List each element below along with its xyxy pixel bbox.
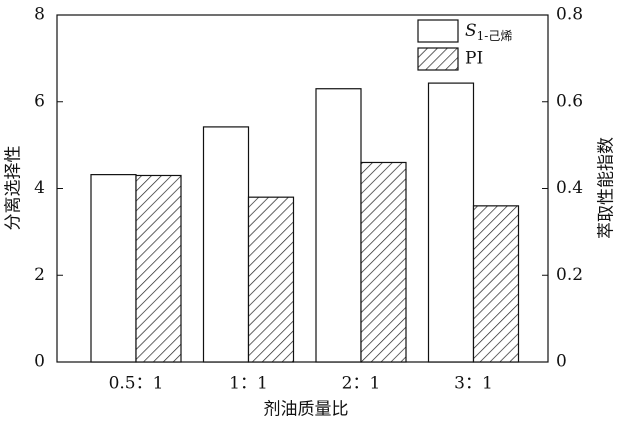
y-tick-label: 4 — [34, 178, 45, 198]
bar — [202, 126, 250, 363]
y2-tick-label: 0.8 — [556, 5, 583, 25]
x-tick-label: 3：1 — [454, 374, 493, 394]
y-axis-title: 分离选择性 — [4, 146, 24, 231]
x-tick-label: 1：1 — [229, 374, 268, 394]
y-tick-label: 0 — [34, 352, 45, 372]
legend-swatch — [417, 47, 459, 71]
x-tick-label: 0.5：1 — [109, 374, 164, 394]
y-tick-label: 8 — [34, 5, 45, 25]
y2-tick-label: 0 — [556, 352, 567, 372]
bar — [472, 205, 520, 363]
y-tick-label: 6 — [34, 91, 45, 111]
bar — [247, 196, 295, 363]
bar — [315, 88, 362, 363]
bar — [360, 161, 407, 363]
legend-label: S1-己烯 — [465, 21, 512, 43]
bar — [90, 174, 137, 363]
y2-tick-label: 0.4 — [556, 178, 583, 198]
bar — [135, 174, 182, 363]
bar — [427, 82, 475, 363]
x-tick-label: 2：1 — [342, 374, 381, 394]
x-axis-title: 剂油质量比 — [264, 400, 349, 420]
y-tick-label: 2 — [34, 265, 45, 285]
y2-tick-label: 0.2 — [556, 265, 583, 285]
legend-label: PI — [465, 49, 483, 69]
y2-tick-label: 0.6 — [556, 91, 583, 111]
y2-axis-title: 萃取性能指数 — [597, 137, 617, 239]
legend-swatch — [417, 19, 459, 43]
